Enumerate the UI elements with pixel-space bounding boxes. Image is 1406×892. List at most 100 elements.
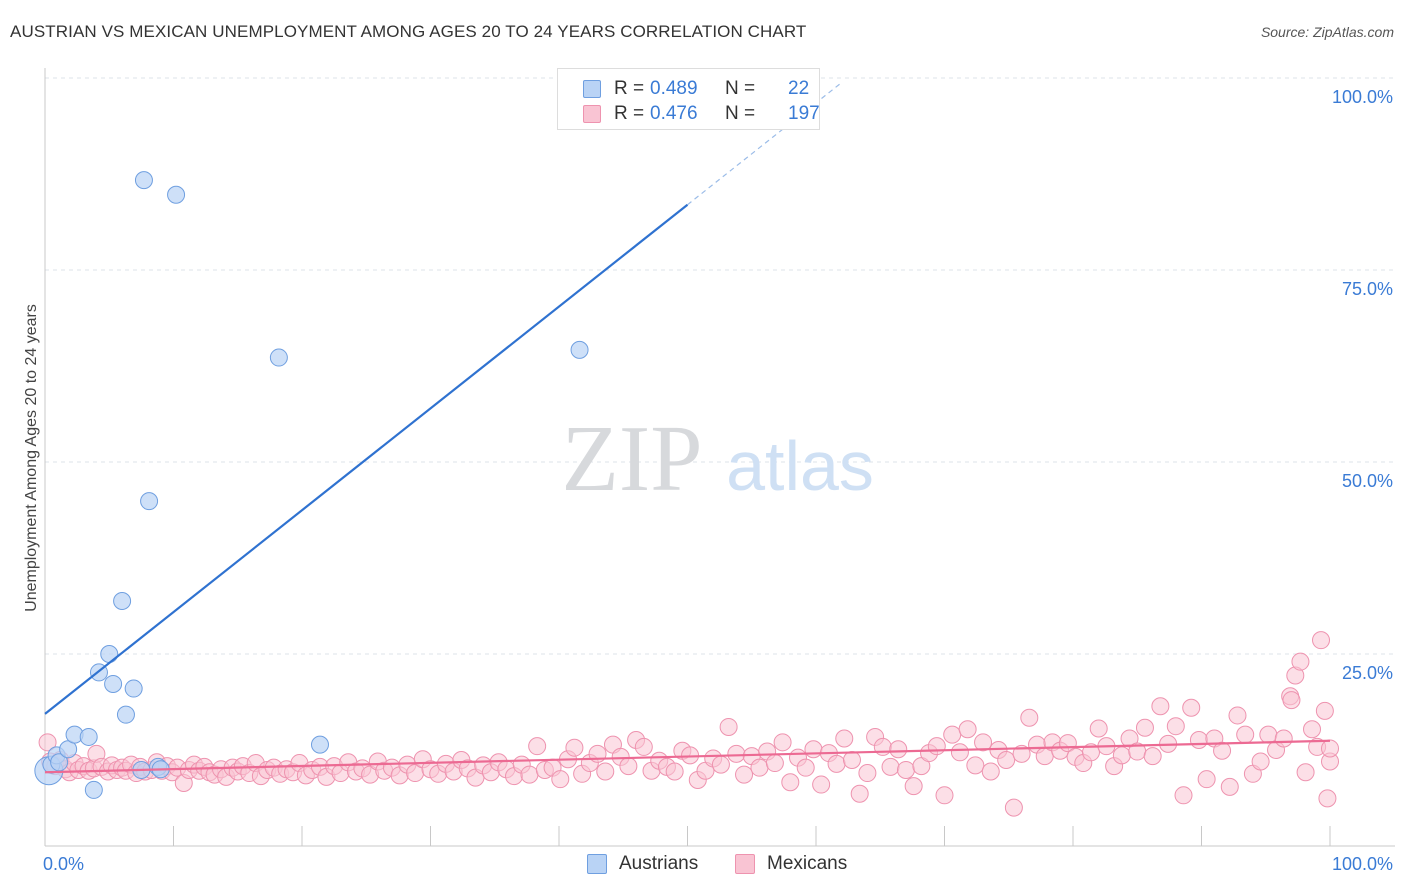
mexicans-point <box>1174 786 1193 805</box>
austrians-r-value: 0.489 <box>650 78 698 99</box>
mexicans-r-value: 0.476 <box>650 103 698 124</box>
mexicans-point <box>1315 701 1334 720</box>
austrians-n-value: 22 <box>788 78 810 99</box>
austrians-r-label: R = <box>614 78 645 99</box>
austrians-point <box>104 674 123 693</box>
austrians-points <box>34 171 589 799</box>
mexicans-point <box>1228 706 1247 725</box>
mexicans-swatch <box>583 105 601 123</box>
mexicans-point <box>596 762 615 781</box>
mexicans-point <box>1274 729 1293 748</box>
mexicans-point <box>927 737 946 756</box>
mexicans-point <box>881 757 900 776</box>
axes <box>44 68 1395 847</box>
mexicans-point <box>1236 725 1255 744</box>
austrians-point <box>116 705 135 724</box>
austrians-legend-label: Austrians <box>619 853 699 874</box>
mexicans-point <box>1004 798 1023 817</box>
mexicans-point <box>765 754 784 773</box>
mexicans-point <box>551 770 570 789</box>
mexicans-point <box>565 738 584 757</box>
mexicans-point <box>719 717 738 736</box>
mexicans-point <box>773 733 792 752</box>
mexicans-point <box>1213 741 1232 760</box>
mexicans-point <box>1151 697 1170 716</box>
mexicans-point <box>1089 719 1108 738</box>
austrians-point <box>570 340 589 359</box>
mexicans-n-value: 197 <box>788 103 820 124</box>
mexicans-point <box>1303 720 1322 739</box>
austrians-point <box>140 492 159 511</box>
mexicans-point <box>997 750 1016 769</box>
austrians-point <box>50 753 69 772</box>
y-tick-label: 75.0% <box>1342 279 1393 299</box>
mexicans-point <box>1135 718 1154 737</box>
x-tick-label-max: 100.0% <box>1332 854 1393 874</box>
mexicans-point <box>520 765 539 784</box>
mexicans-point <box>619 757 638 776</box>
mexicans-point <box>727 744 746 763</box>
mexicans-point <box>1220 777 1239 796</box>
mexicans-point <box>665 762 684 781</box>
mexicans-point <box>528 737 547 756</box>
austrians-point <box>100 645 119 663</box>
mexicans-point <box>1321 739 1339 758</box>
austrians-point <box>310 735 329 754</box>
y-tick-label: 50.0% <box>1342 471 1393 491</box>
mexicans-point <box>896 760 915 779</box>
mexicans-point <box>1012 744 1031 763</box>
mexicans-points <box>38 631 1339 817</box>
austrians-point <box>124 679 143 698</box>
mexicans-point <box>711 755 730 774</box>
mexicans-point <box>850 784 869 803</box>
mexicans-point <box>1251 752 1270 771</box>
mexicans-legend-swatch <box>735 854 755 874</box>
mexicans-point <box>1189 731 1208 750</box>
austrians-point <box>79 727 98 746</box>
mexicans-point <box>781 773 800 792</box>
watermark-atlas: atlas <box>726 427 874 505</box>
gridlines <box>45 77 1395 655</box>
austrians-point <box>134 171 153 190</box>
mexicans-point <box>943 725 962 744</box>
mexicans-point <box>858 764 877 783</box>
austrians-point <box>113 592 132 611</box>
source-credit: Source: ZipAtlas.com <box>1260 24 1394 40</box>
mexicans-point <box>1282 691 1301 710</box>
mexicans-point <box>750 758 769 777</box>
mexicans-point <box>950 743 969 762</box>
austrians-point <box>167 185 186 204</box>
mexicans-point <box>966 756 985 775</box>
mexicans-point <box>796 758 815 777</box>
y-tick-label: 25.0% <box>1342 663 1393 683</box>
watermark: ZIP atlas <box>562 407 874 511</box>
austrians-point <box>269 348 288 367</box>
mexicans-point <box>1143 747 1162 766</box>
chart-title: AUSTRIAN VS MEXICAN UNEMPLOYMENT AMONG A… <box>10 22 807 41</box>
mexicans-point <box>1020 708 1039 727</box>
mexicans-trend-line <box>44 739 1331 774</box>
mexicans-point <box>842 750 861 769</box>
mexicans-point <box>974 733 993 752</box>
mexicans-point <box>827 754 846 773</box>
mexicans-point <box>1312 631 1331 650</box>
austrians-n-label: N = <box>725 78 756 99</box>
mexicans-point <box>835 729 854 748</box>
mexicans-n-label: N = <box>725 103 756 124</box>
correlation-legend: R = 0.489 N = 22 R = 0.476 N = 197 <box>557 68 820 130</box>
mexicans-point <box>1081 743 1100 762</box>
mexicans-point <box>1291 652 1310 671</box>
watermark-zip: ZIP <box>562 407 703 511</box>
bottom-legend-austrians: Austrians <box>587 852 698 876</box>
mexicans-point <box>38 733 57 752</box>
y-tick-label: 100.0% <box>1332 87 1393 107</box>
austrians-legend-swatch <box>587 854 607 874</box>
mexicans-point <box>804 740 823 759</box>
mexicans-point <box>981 762 1000 781</box>
tick-labels: 25.0% 50.0% 75.0% 100.0% 0.0% 100.0% <box>43 87 1393 874</box>
mexicans-point <box>904 777 923 796</box>
austrians-point <box>84 780 103 799</box>
mexicans-point <box>735 765 754 784</box>
mexicans-r-label: R = <box>614 103 645 124</box>
